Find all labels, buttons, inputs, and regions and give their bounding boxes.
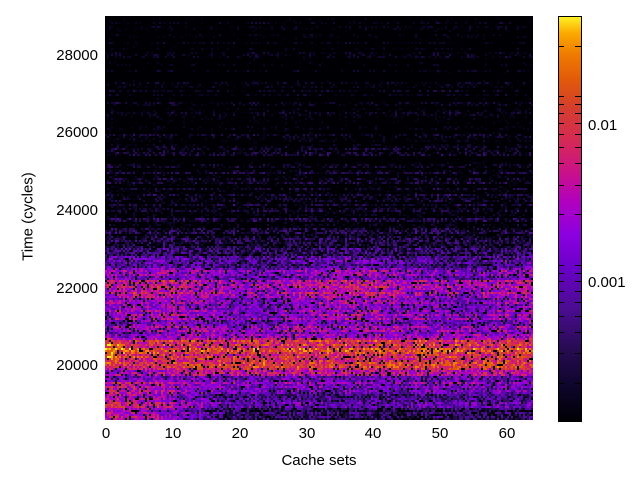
colorbar-tick — [575, 281, 581, 283]
colorbar-tick — [575, 104, 581, 106]
colorbar-tick — [558, 281, 564, 283]
heatmap-plot-area — [105, 16, 533, 420]
colorbar-tick — [558, 382, 564, 384]
colorbar-tick — [575, 147, 581, 149]
colorbar-gradient — [559, 17, 581, 421]
colorbar-tick — [575, 184, 581, 186]
colorbar-tick — [575, 353, 581, 354]
colorbar-tick — [558, 122, 564, 124]
colorbar-tick — [575, 291, 581, 292]
y-tick-label-20000: 20000 — [56, 357, 98, 374]
colorbar-tick — [558, 315, 564, 317]
colorbar-tick — [558, 112, 564, 114]
y-tick-label-28000: 28000 — [56, 47, 98, 64]
colorbar-tick — [558, 353, 564, 354]
colorbar — [558, 16, 582, 422]
y-tick-label-26000: 26000 — [56, 124, 98, 141]
x-tick-label-20: 20 — [231, 425, 249, 442]
colorbar-tick — [575, 264, 581, 266]
colorbar-tick — [575, 315, 581, 317]
colorbar-tick — [558, 291, 564, 292]
colorbar-tick — [575, 122, 581, 124]
colorbar-tick — [558, 147, 564, 149]
colorbar-tick — [575, 214, 581, 216]
colorbar-tick — [558, 331, 564, 333]
colorbar-label-upper: 0.01 — [588, 117, 618, 134]
colorbar-label-lower: 0.001 — [588, 274, 626, 291]
colorbar-tick — [558, 163, 564, 165]
x-tick-label-40: 40 — [364, 425, 382, 442]
colorbar-tick — [575, 133, 581, 135]
colorbar-tick — [575, 45, 581, 47]
x-tick-label-10: 10 — [164, 425, 182, 442]
colorbar-tick — [575, 112, 581, 114]
colorbar-tick — [558, 45, 564, 47]
x-axis-title: Cache sets — [281, 452, 357, 469]
colorbar-tick — [575, 302, 581, 304]
colorbar-tick — [558, 272, 564, 274]
x-tick-label-50: 50 — [431, 425, 449, 442]
colorbar-tick — [558, 184, 564, 186]
colorbar-tick — [558, 104, 564, 106]
colorbar-tick — [558, 302, 564, 304]
colorbar-tick — [575, 331, 581, 333]
colorbar-tick — [575, 163, 581, 165]
colorbar-tick — [575, 382, 581, 384]
heatmap-image — [105, 16, 533, 420]
colorbar-tick — [558, 96, 564, 98]
x-tick-label-60: 60 — [498, 425, 516, 442]
y-tick-label-22000: 22000 — [56, 280, 98, 297]
colorbar-tick — [575, 16, 581, 17]
colorbar-tick — [575, 96, 581, 98]
x-tick-label-0: 0 — [101, 425, 111, 442]
x-tick-label-30: 30 — [298, 425, 316, 442]
colorbar-tick — [558, 214, 564, 216]
colorbar-tick — [558, 133, 564, 135]
colorbar-tick — [558, 16, 564, 17]
colorbar-tick — [558, 264, 564, 266]
y-tick-label-24000: 24000 — [56, 202, 98, 219]
colorbar-tick — [575, 272, 581, 274]
